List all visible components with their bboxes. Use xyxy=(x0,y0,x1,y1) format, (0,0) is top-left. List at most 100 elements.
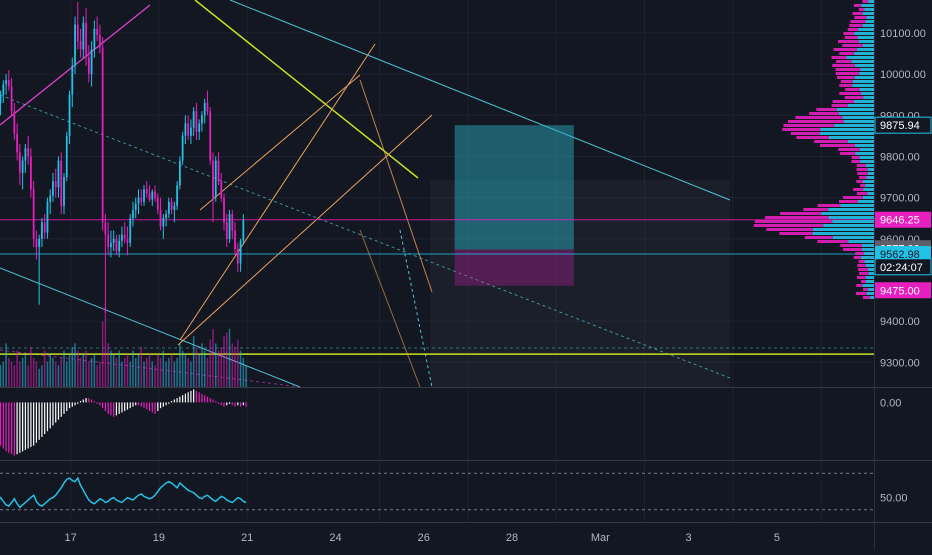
volume-bar xyxy=(57,365,60,387)
volume-bar xyxy=(2,361,5,387)
profile-row-buy xyxy=(855,144,874,147)
candle-down xyxy=(35,238,38,248)
profile-row-buy xyxy=(846,56,874,59)
volume-bar xyxy=(123,357,126,387)
candle-up xyxy=(90,49,93,75)
profile-row-buy xyxy=(820,132,874,135)
candle-up xyxy=(184,123,187,136)
volume-bar xyxy=(121,361,123,387)
profile-row-buy xyxy=(865,184,874,187)
candle-down xyxy=(27,148,30,157)
volume-bar xyxy=(82,354,85,387)
price-label-text: 9562.98 xyxy=(880,249,920,261)
profile-row-sell xyxy=(790,132,821,135)
volume-bar xyxy=(13,365,16,387)
candle-up xyxy=(239,240,242,264)
time-axis[interactable]: 17 19 21 24 26 28 Mar 3 5 xyxy=(65,532,780,544)
volume-bar xyxy=(242,357,245,387)
profile-row-sell xyxy=(839,52,855,55)
profile-row-buy xyxy=(861,256,874,259)
candle-down xyxy=(231,214,234,231)
candle-up xyxy=(5,80,7,85)
candle-up xyxy=(41,222,43,239)
volume-bar xyxy=(68,354,71,387)
volume-bar xyxy=(162,350,165,387)
profile-row-buy xyxy=(854,76,874,79)
volume-bar xyxy=(10,361,13,387)
orange-fib-line xyxy=(359,79,433,293)
price-tick-label: 9800.00 xyxy=(880,151,920,163)
volume-bar xyxy=(118,350,120,387)
profile-row-sell xyxy=(838,148,860,151)
candle-down xyxy=(236,249,239,264)
profile-row-sell xyxy=(831,104,848,107)
candle-down xyxy=(234,230,236,250)
profile-row-sell xyxy=(859,176,867,179)
profile-row-sell xyxy=(840,80,853,83)
candle-up xyxy=(132,209,134,219)
volume-bar xyxy=(21,357,24,387)
volume-bar xyxy=(96,365,98,387)
profile-row-buy xyxy=(866,280,874,283)
volume-bar xyxy=(32,357,35,387)
candle-up xyxy=(49,195,52,202)
profile-row-buy xyxy=(820,128,874,131)
volume-bar xyxy=(179,343,181,387)
volume-bar xyxy=(115,357,118,387)
profile-row-sell xyxy=(835,72,860,75)
candle-up xyxy=(167,201,170,215)
volume-bar xyxy=(24,354,27,387)
profile-row-sell xyxy=(861,280,867,283)
volume-bar xyxy=(46,361,49,387)
volume-bar xyxy=(5,343,7,387)
profile-row-buy xyxy=(859,156,874,159)
price-axis[interactable]: 10100.0010000.009900.009800.009700.00960… xyxy=(874,28,932,505)
volume-bar xyxy=(104,307,107,387)
price-label-box xyxy=(875,282,931,299)
candle-up xyxy=(137,197,140,204)
profile-row-buy xyxy=(859,88,874,91)
profile-row-buy xyxy=(862,24,874,27)
profile-row-buy xyxy=(813,228,874,231)
time-tick-label: 26 xyxy=(418,532,430,544)
profile-row-buy xyxy=(858,28,874,31)
candle-down xyxy=(76,24,79,42)
volume-bar xyxy=(217,350,220,387)
volume-bar xyxy=(203,350,206,387)
candle-down xyxy=(154,191,156,198)
volume-bar xyxy=(181,350,184,387)
profile-row-sell xyxy=(853,256,862,259)
candle-up xyxy=(118,240,121,252)
candle-up xyxy=(129,218,132,243)
profile-row-buy xyxy=(858,40,874,43)
profile-row-sell xyxy=(842,196,863,199)
candle-up xyxy=(52,181,54,196)
candle-up xyxy=(21,160,24,173)
volume-bar xyxy=(43,350,46,387)
profile-row-sell xyxy=(856,164,866,167)
profile-row-sell xyxy=(779,232,813,235)
profile-row-sell xyxy=(787,120,844,123)
price-label-text: 9475.00 xyxy=(880,285,920,297)
orange-fib-line-2 xyxy=(359,229,421,388)
profile-row-buy xyxy=(857,48,874,51)
time-tick-label: 28 xyxy=(506,532,518,544)
profile-row-sell xyxy=(796,136,830,139)
candle-up xyxy=(151,191,154,200)
profile-row-buy xyxy=(854,100,874,103)
candle-down xyxy=(220,181,223,198)
candle-down xyxy=(10,86,13,112)
profile-row-buy xyxy=(865,276,874,279)
profile-row-sell xyxy=(853,188,864,191)
profile-row-sell xyxy=(863,288,869,291)
volume-bar xyxy=(231,343,234,387)
price-label-text: 02:24:07 xyxy=(880,262,923,274)
volume-bar xyxy=(148,354,151,387)
volume-bar xyxy=(170,354,173,387)
profile-row-sell xyxy=(857,264,866,267)
profile-row-buy xyxy=(843,120,874,123)
profile-row-buy xyxy=(868,288,874,291)
